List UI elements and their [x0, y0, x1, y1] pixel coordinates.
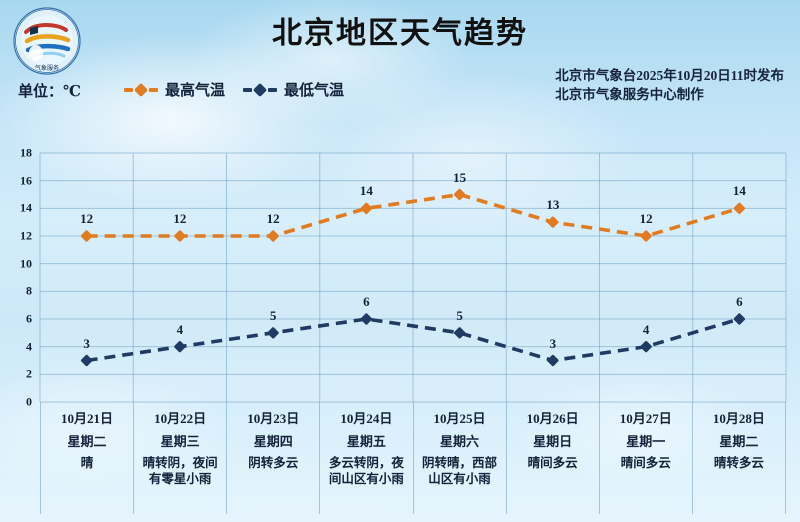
data-label-low-3: 6: [363, 294, 370, 309]
x-axis-condition: 晴间多云: [527, 456, 578, 470]
legend-swatch-low-icon: [243, 82, 279, 97]
x-axis-column: 10月22日 星期三晴转阴，夜间有零星小雨: [133, 402, 226, 514]
y-tick-16: 16: [20, 173, 32, 188]
data-label-high-3: 14: [359, 183, 373, 199]
x-axis-date: 10月27日: [619, 411, 672, 426]
beijing-meteorological-service-logo-icon: 气象服务: [12, 6, 82, 76]
x-axis-condition: 晴间多云: [620, 456, 671, 470]
x-axis-condition: 晴转阴，夜间有零星小雨: [142, 456, 218, 486]
page-title: 北京地区天气趋势: [272, 17, 528, 50]
x-axis-date: 10月24日: [340, 411, 393, 426]
data-label-high-2: 12: [266, 211, 280, 226]
data-label-high-0: 12: [80, 211, 94, 226]
data-label-high-6: 12: [639, 211, 653, 226]
x-axis-weekday: 星期二: [719, 434, 759, 449]
x-axis-date: 10月25日: [433, 411, 486, 426]
legend-item-high[interactable]: 最高气温: [124, 79, 225, 100]
y-tick-10: 10: [20, 256, 32, 271]
y-tick-4: 4: [26, 339, 32, 354]
data-label-low-5: 3: [549, 335, 557, 351]
x-axis-column: 10月21日 星期二晴: [40, 402, 133, 514]
x-axis-column: 10月25日 星期六阴转晴，西部山区有小雨: [412, 402, 506, 514]
x-axis-date: 10月26日: [526, 411, 579, 426]
data-label-low-0: 3: [83, 335, 90, 351]
x-axis-weekday: 星期日: [533, 434, 573, 449]
x-axis-condition: 晴转多云: [713, 456, 764, 470]
legend-label-low: 最低气温: [284, 83, 345, 99]
x-axis-weekday: 星期六: [440, 434, 480, 449]
data-label-high-1: 12: [173, 211, 187, 226]
x-axis-date: 10月28日: [712, 411, 765, 426]
x-axis-column: 10月24日 星期五多云转阴，夜间山区有小雨: [319, 402, 412, 514]
x-axis-condition: 阴转晴，西部山区有小雨: [422, 456, 498, 486]
series-low: [80, 313, 746, 367]
x-axis-condition: 晴: [80, 456, 94, 470]
issuer-line-1: 北京市气象台2025年10月20日11时发布: [555, 68, 784, 83]
x-axis-weekday: 星期二: [67, 434, 107, 449]
legend-item-low[interactable]: 最低气温: [243, 79, 344, 100]
data-label-low-1: 4: [176, 321, 184, 337]
x-axis-column: 10月23日 星期四阴转多云: [226, 402, 319, 514]
x-axis-date: 10月22日: [154, 411, 207, 426]
y-tick-12: 12: [20, 228, 32, 243]
x-axis-labels: 10月21日 星期二晴 10月22日 星期三 晴转阴，夜间有零星小雨 10月23日 星期四阴…: [40, 402, 786, 514]
data-label-low-2: 5: [269, 307, 277, 323]
data-label-low-4: 5: [456, 307, 463, 323]
y-tick-14: 14: [20, 200, 32, 215]
data-label-high-5: 13: [546, 197, 560, 213]
x-axis-weekday: 星期一: [626, 434, 666, 449]
x-axis-column: 10月26日 星期日晴间多云: [505, 402, 599, 514]
x-axis-weekday: 星期五: [346, 434, 386, 449]
x-axis-date: 10月21日: [61, 411, 114, 426]
y-tick-2: 2: [26, 366, 32, 381]
data-label-high-4: 15: [453, 169, 467, 185]
unit-label: 单位：℃: [18, 84, 81, 100]
y-tick-6: 6: [26, 311, 32, 326]
data-label-low-6: 4: [642, 321, 650, 337]
y-tick-18: 18: [20, 145, 32, 160]
data-label-high-7: 14: [732, 183, 746, 199]
x-axis-weekday: 星期四: [253, 434, 293, 449]
y-tick-8: 8: [26, 283, 32, 298]
x-axis-condition: 阴转多云: [248, 456, 299, 470]
y-tick-0: 0: [26, 394, 32, 409]
svg-text:气象服务: 气象服务: [35, 64, 59, 72]
x-axis-weekday: 星期三: [160, 434, 200, 449]
legend-label-high: 最高气温: [165, 83, 226, 99]
x-axis-column: 10月27日 星期一晴间多云: [598, 402, 692, 514]
chart-legend: 最高气温 最低气温: [124, 79, 344, 100]
x-axis-date: 10月23日: [247, 411, 300, 426]
issuer-line-2: 北京市气象服务中心制作: [555, 87, 704, 102]
x-axis-column: 10月28日 星期二晴转多云: [691, 402, 786, 514]
x-axis-condition: 多云转阴，夜间山区有小雨: [328, 456, 404, 486]
issuer-block: 北京市气象台2025年10月20日11时发布 北京市气象服务中心制作: [555, 66, 784, 104]
series-high: [80, 188, 746, 242]
legend-swatch-high-icon: [124, 82, 160, 97]
data-label-low-7: 6: [736, 294, 743, 309]
